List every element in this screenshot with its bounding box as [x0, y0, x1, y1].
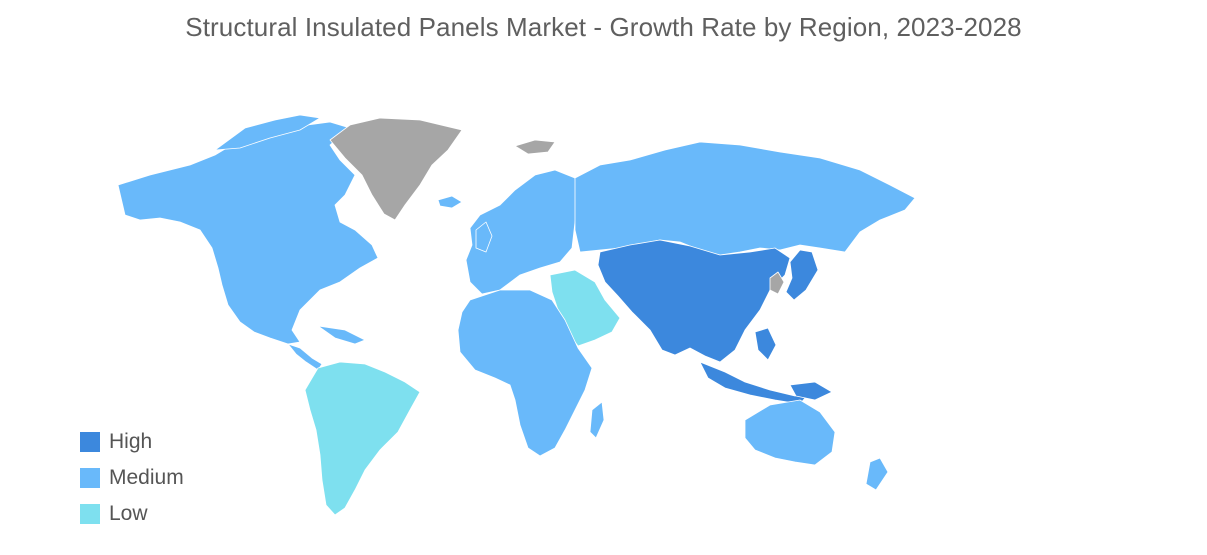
region-japan: [785, 249, 819, 301]
region-central-america: [287, 343, 323, 371]
legend-swatch-medium: [80, 468, 100, 488]
region-korea: [769, 271, 785, 295]
legend-item-low: Low: [80, 496, 184, 532]
chart-title: Structural Insulated Panels Market - Gro…: [185, 12, 1022, 42]
legend-item-medium: Medium: [80, 460, 184, 496]
legend-swatch-high: [80, 432, 100, 452]
region-iceland: [437, 195, 463, 209]
region-russia: [574, 141, 916, 256]
region-australia: [744, 399, 836, 466]
legend: High Medium Low: [80, 424, 184, 532]
region-uk: [475, 221, 493, 253]
region-north-america: [117, 121, 379, 345]
region-svalbard: [514, 139, 556, 155]
region-new-zealand: [865, 457, 889, 491]
region-south-america: [304, 361, 421, 516]
region-caribbean: [317, 325, 366, 345]
legend-label-medium: Medium: [109, 466, 184, 489]
legend-label-high: High: [109, 430, 153, 453]
legend-swatch-low: [80, 504, 100, 524]
region-north-america-islands: [214, 114, 321, 151]
region-africa: [457, 289, 593, 457]
region-europe: [465, 169, 581, 295]
legend-item-high: High: [80, 424, 184, 460]
legend-label-low: Low: [109, 502, 148, 525]
region-madagascar: [589, 401, 605, 439]
region-southeast-asia: [699, 361, 811, 405]
region-philippines: [754, 327, 777, 361]
region-asia-pacific: [597, 239, 791, 363]
region-new-guinea: [789, 381, 833, 401]
region-greenland: [329, 117, 463, 221]
